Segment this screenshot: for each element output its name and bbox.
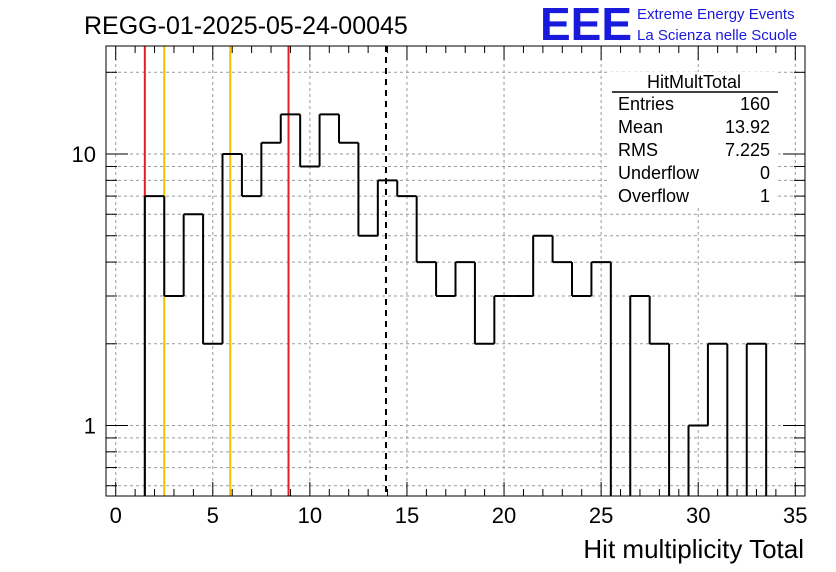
- stats-label-overflow: Overflow: [618, 186, 690, 206]
- stats-box-title: HitMultTotal: [647, 72, 741, 92]
- histogram-layer: [143, 113, 768, 496]
- stats-label-entries: Entries: [618, 94, 674, 114]
- x-tick-label: 15: [395, 503, 419, 528]
- x-tick-label: 0: [110, 503, 122, 528]
- y-tick-label: 1: [84, 414, 96, 439]
- vertical-lines-layer: [143, 46, 387, 496]
- stats-label-underflow: Underflow: [618, 163, 700, 183]
- y-tick-label: 10: [72, 142, 96, 167]
- logo-mark: EEE: [540, 0, 632, 50]
- chart-title: REGG-01-2025-05-24-00045: [84, 12, 408, 40]
- x-axis-label: Hit multiplicity Total: [583, 534, 804, 564]
- plot-frame: [105, 45, 806, 497]
- x-tick-label: 30: [686, 503, 710, 528]
- stats-value-underflow: 0: [760, 163, 770, 183]
- logo-line2: La Scienza nelle Scuole: [637, 27, 797, 44]
- stats-value-overflow: 1: [760, 186, 770, 206]
- logo-line1: Extreme Energy Events: [637, 6, 795, 23]
- stats-value-rms: 7.225: [725, 140, 770, 160]
- x-tick-label: 10: [298, 503, 322, 528]
- x-tick-label: 25: [589, 503, 613, 528]
- x-tick-label: 5: [207, 503, 219, 528]
- x-tick-label: 20: [492, 503, 516, 528]
- stats-value-mean: 13.92: [725, 117, 770, 137]
- stats-label-rms: RMS: [618, 140, 658, 160]
- stats-box: HitMultTotal Entries 160 Mean 13.92 RMS …: [608, 72, 778, 208]
- stats-value-entries: 160: [740, 94, 770, 114]
- stats-label-mean: Mean: [618, 117, 663, 137]
- x-tick-label: 35: [783, 503, 807, 528]
